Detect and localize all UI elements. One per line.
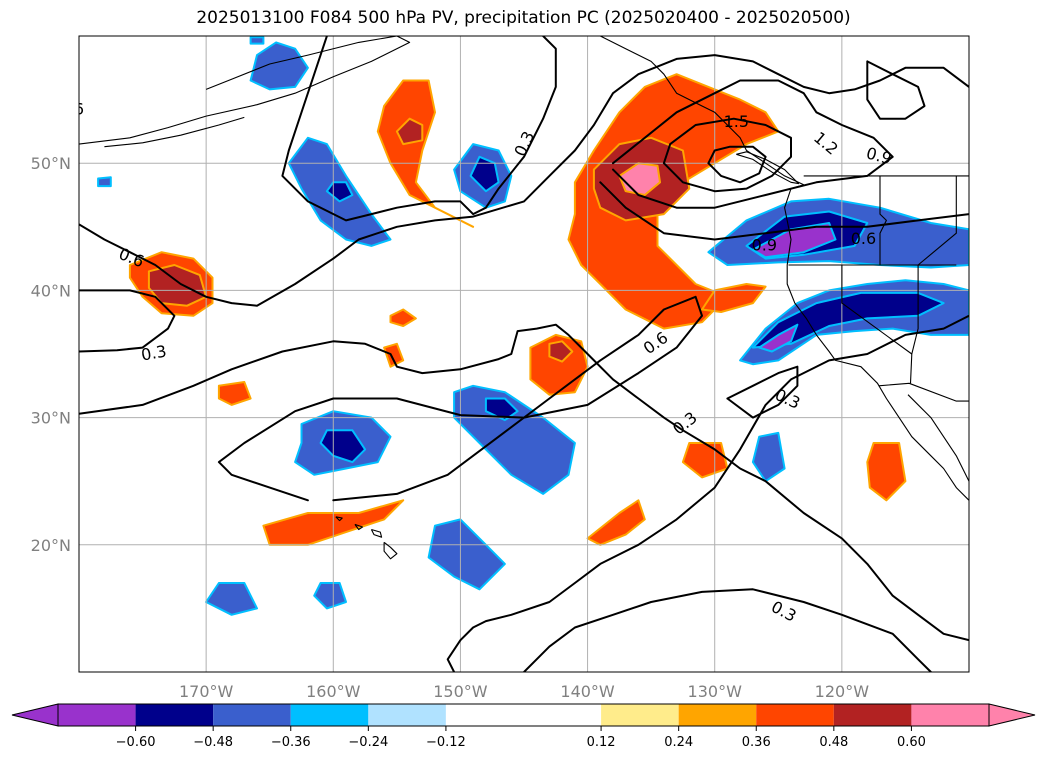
coastlines [79,36,969,560]
precip-patch-central-blue-main [453,384,576,495]
lat-tick-label-2: 40°N [31,281,71,300]
lon-tick-label-4: 130°W [688,682,743,701]
lon-tick-label-3: 140°W [560,682,615,701]
pv-contour-5 [79,289,176,353]
coastline-hawaii-maui [370,528,383,538]
lon-tick-label-1: 160°W [306,682,361,701]
precip-patch-aleutian-blue-north [249,41,309,91]
colorbar-tick-label-5: 0.12 [587,735,616,750]
pv-contour-12 [726,365,799,419]
precip-patch-west-central-navy [319,429,367,464]
colorbar-tick-label-9: 0.60 [897,735,926,750]
contour-label-9: 0.6 [851,229,876,248]
colorbar-segment-0 [58,704,136,726]
colorbar: −0.60 −0.48 −0.36 −0.24 −0.12 0.12 0.24 0.36 0.4… [11,703,1036,750]
precip-patch-central-blue-main-core [484,397,519,422]
pv-contours [79,36,969,672]
coastline-mexico-border [878,382,969,402]
pv-contour-10 [707,145,767,184]
precip-patch-subtropical-orange-mid-red [548,340,574,363]
precip-patch-tiny-blue-west [97,176,112,188]
precip-patch-california-navy [751,291,945,349]
precip-patch-south-blue-3 [313,582,347,610]
map-frame [78,35,970,673]
colorbar-tick-label-3: −0.24 [348,735,388,750]
colorbar-segment-4 [368,704,446,726]
colorbar-segment-3 [290,704,369,726]
map-background [79,36,969,672]
precip-patch-baja-orange [866,442,907,502]
precip-patch-tiny-blue-top [249,36,265,45]
pv-contour-4 [79,54,969,307]
colorbar-tick-label-1: −0.48 [193,735,233,750]
coastline-hawaii-big-island [383,541,398,560]
coastline-state-line-4 [909,175,957,384]
precip-patch-small-orange-1 [389,308,417,327]
coastline-state-line-2 [841,265,913,355]
colorbar-segment-2 [213,704,291,726]
contour-label-0: 6 [74,99,84,118]
precip-patch-small-orange-3 [217,381,252,406]
lon-tick-label-5: 120°W [815,682,870,701]
pv-contour-2 [446,314,969,672]
pv-contour-9 [662,117,792,193]
colorbar-segment-6 [601,704,679,726]
precip-patch-oregon-orange-small [701,283,767,313]
coastline-vancouver-island [736,151,800,185]
precip-patch-central-blue-north-core [469,155,500,193]
pv-contour-3 [523,588,932,672]
precip-patch-south-blue-1 [427,518,506,591]
precip-patch-south-blue-2 [205,582,258,616]
colorbar-tick-label-6: 0.24 [664,735,693,750]
colorbar-tick-label-0: −0.60 [116,735,156,750]
colorbar-segment-9 [833,704,912,726]
contour-label-12: 1.5 [724,112,749,131]
colorbar-outline [57,703,990,727]
figure-title: 2025013100 F084 500 hPa PV, precipitatio… [196,8,851,28]
coastline-hawaii-oahu [354,523,364,531]
pv-contour-8 [612,79,894,209]
precip-patch-small-orange-2 [383,342,405,368]
gridlines [79,36,969,672]
lon-tick-label-0: 170°W [179,682,234,701]
colorbar-extend-under [11,703,59,727]
pv-contour-0 [79,323,969,642]
precip-patch-east-blue-small [751,431,786,483]
coastline-alaska-peninsula-aleutians [79,36,411,145]
contour-label-2: 0.3 [140,341,168,364]
colorbar-segment-5 [445,704,602,726]
lat-tick-label-1: 30°N [31,409,71,428]
pv-contour-6 [217,295,703,502]
colorbar-tick-label-2: −0.36 [271,735,311,750]
pv-contour-11 [866,60,926,120]
lat-tick-label-0: 20°N [31,536,71,555]
coastline-southeast-alaska-bc-coast [600,36,969,501]
precip-patch-california-purple [758,323,799,353]
colorbar-tick-label-7: 0.36 [742,735,771,750]
colorbar-tick-label-8: 0.48 [819,735,848,750]
pv-contour-1 [281,36,557,222]
precip-patch-alaska-gulf-red-core [395,117,424,146]
lat-tick-label-3: 50°N [31,154,71,173]
colorbar-segment-7 [678,704,757,726]
map-area: 60.60.30.30.60.30.30.30.9 0.61.2 0.91.5 [74,36,969,672]
colorbar-tick-label-4: −0.12 [426,735,466,750]
colorbar-segment-10 [911,704,989,726]
coastline-gulf-of-california-east [907,394,969,482]
colorbar-extend-over [988,703,1036,727]
colorbar-segment-8 [756,704,834,726]
axis-ticks: 170°W 160°W 150°W 140°W 130°W 120°W 20°N 30°N 40… [31,154,870,701]
contour-label-8: 0.9 [752,235,777,254]
pv-contour-7 [599,181,969,241]
lon-tick-label-2: 150°W [433,682,488,701]
colorbar-segment-1 [135,704,214,726]
coastline-hawaii-kauai [335,516,343,522]
coastline-aleutian-islands-line [104,116,245,148]
coastline-state-line-3 [879,175,887,265]
